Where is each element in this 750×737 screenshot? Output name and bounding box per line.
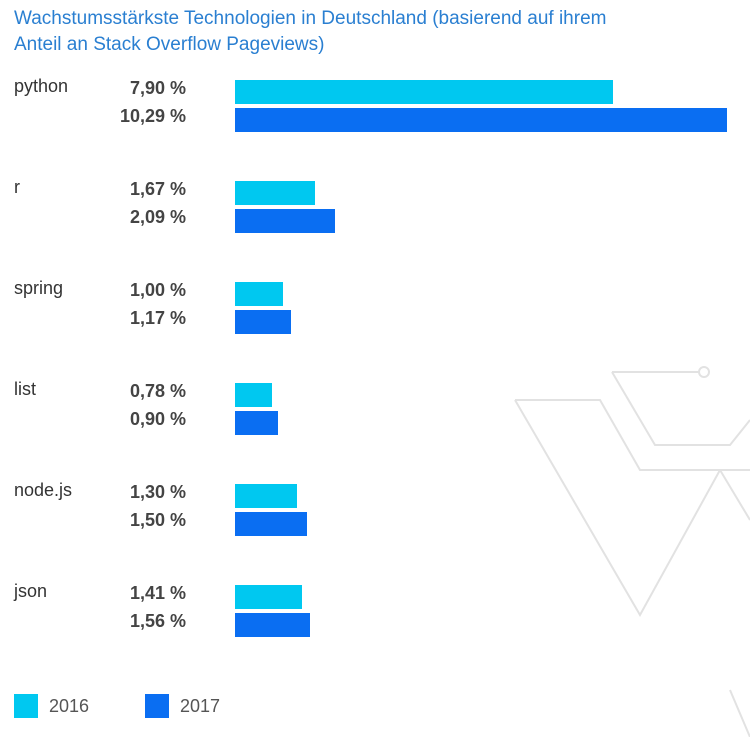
bar-2017-r bbox=[235, 209, 335, 233]
category-label: python bbox=[14, 76, 69, 96]
value-label: 0,78 % bbox=[129, 381, 186, 401]
chart-title: Wachstumsstärkste Technologien in Deutsc… bbox=[14, 8, 607, 55]
bar-2017-spring bbox=[235, 310, 291, 334]
legend-label-2017: 2017 bbox=[180, 696, 221, 716]
bar-2017-list bbox=[235, 411, 278, 435]
value-label: 1,67 % bbox=[129, 179, 186, 199]
category-label: node.js bbox=[14, 480, 73, 500]
value-label: 1,30 % bbox=[129, 482, 186, 502]
bar-2016-spring bbox=[235, 282, 283, 306]
category-label: spring bbox=[14, 278, 64, 298]
bar-2017-node.js bbox=[235, 512, 307, 536]
value-label: 1,56 % bbox=[129, 611, 186, 631]
legend-label-2016: 2016 bbox=[49, 696, 90, 716]
category-label: json bbox=[14, 581, 48, 601]
value-label: 1,17 % bbox=[129, 308, 186, 328]
value-label: 2,09 % bbox=[129, 207, 186, 227]
bar-2017-json bbox=[235, 613, 310, 637]
bar-2016-node.js bbox=[235, 484, 297, 508]
value-label: 1,41 % bbox=[129, 583, 186, 603]
value-label: 1,50 % bbox=[129, 510, 186, 530]
value-label: 10,29 % bbox=[119, 106, 186, 126]
category-label: r bbox=[14, 177, 20, 197]
bar-2016-list bbox=[235, 383, 272, 407]
value-label: 0,90 % bbox=[129, 409, 186, 429]
value-label: 1,00 % bbox=[129, 280, 186, 300]
category-label: list bbox=[14, 379, 36, 399]
legend-swatch-2017 bbox=[145, 694, 169, 718]
bar-2017-python bbox=[235, 108, 727, 132]
bar-2016-json bbox=[235, 585, 302, 609]
value-label: 7,90 % bbox=[129, 78, 186, 98]
legend-swatch-2016 bbox=[14, 694, 38, 718]
bar-2016-r bbox=[235, 181, 315, 205]
bar-2016-python bbox=[235, 80, 613, 104]
